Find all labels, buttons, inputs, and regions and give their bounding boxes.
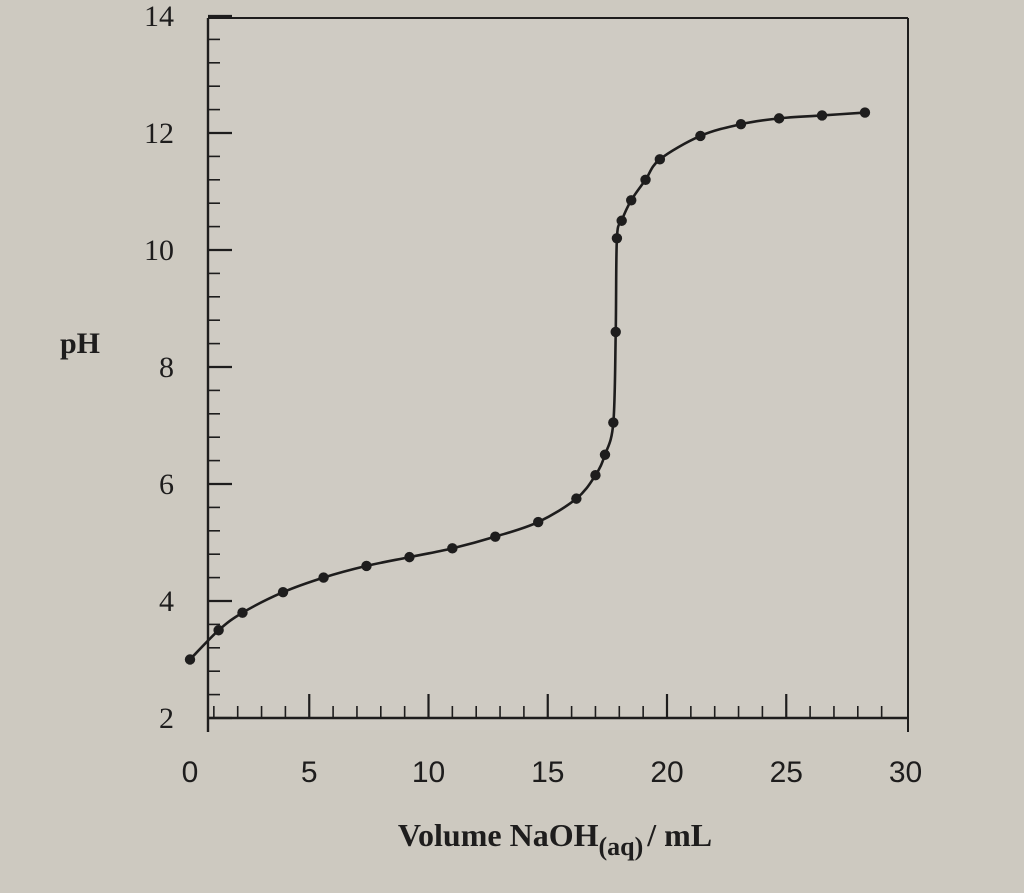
x-axis-title-subscript: (aq) [598, 832, 643, 861]
data-point [816, 110, 828, 121]
data-point [571, 493, 582, 504]
plot-area [208, 18, 908, 730]
data-point [184, 654, 196, 665]
data-point [533, 516, 544, 528]
data-point [695, 130, 706, 142]
data-point [611, 233, 623, 244]
y-tick-label: 8 [159, 351, 174, 384]
x-tick-label: 20 [650, 756, 683, 789]
data-point [859, 107, 871, 118]
data-points-layer [184, 107, 871, 665]
y-tick-label: 4 [159, 585, 174, 618]
y-tick-label: 12 [144, 117, 174, 150]
x-axis-title-unit: / mL [646, 817, 712, 853]
data-point [213, 625, 224, 636]
data-point [277, 587, 289, 598]
data-point [640, 174, 651, 185]
x-axis-title-main: Volume NaOH [398, 817, 599, 853]
x-tick-label: 5 [301, 756, 318, 789]
labels-group: pH Volume NaOH(aq) / mL 2 4 6 8 10 12 14 0 5 10 15 2… [60, 0, 922, 861]
data-point [490, 531, 501, 542]
y-axis-title: pH [60, 327, 100, 360]
x-tick-label: 0 [182, 756, 199, 789]
axes-group [206, 14, 909, 732]
x-axis-title: Volume NaOH(aq) / mL [398, 817, 712, 861]
x-tick-label: 10 [412, 756, 445, 789]
data-point [404, 551, 415, 563]
y-tick-label: 14 [144, 0, 174, 33]
data-point [599, 449, 611, 460]
data-point [590, 470, 601, 481]
y-tick-label: 10 [144, 234, 174, 267]
x-tick-label: 15 [531, 756, 564, 789]
data-point [610, 326, 621, 338]
data-point [361, 560, 372, 572]
data-point [773, 113, 785, 124]
data-point [608, 417, 619, 428]
data-point [735, 119, 747, 130]
y-tick-label: 2 [159, 702, 174, 735]
x-tick-label: 30 [889, 756, 922, 789]
data-point [654, 154, 666, 165]
data-point [237, 607, 248, 618]
x-tick-label: 25 [770, 756, 803, 789]
data-point [318, 572, 329, 583]
data-point [447, 543, 458, 554]
y-tick-label: 6 [159, 468, 174, 501]
data-point [616, 215, 627, 226]
data-point [626, 195, 637, 206]
